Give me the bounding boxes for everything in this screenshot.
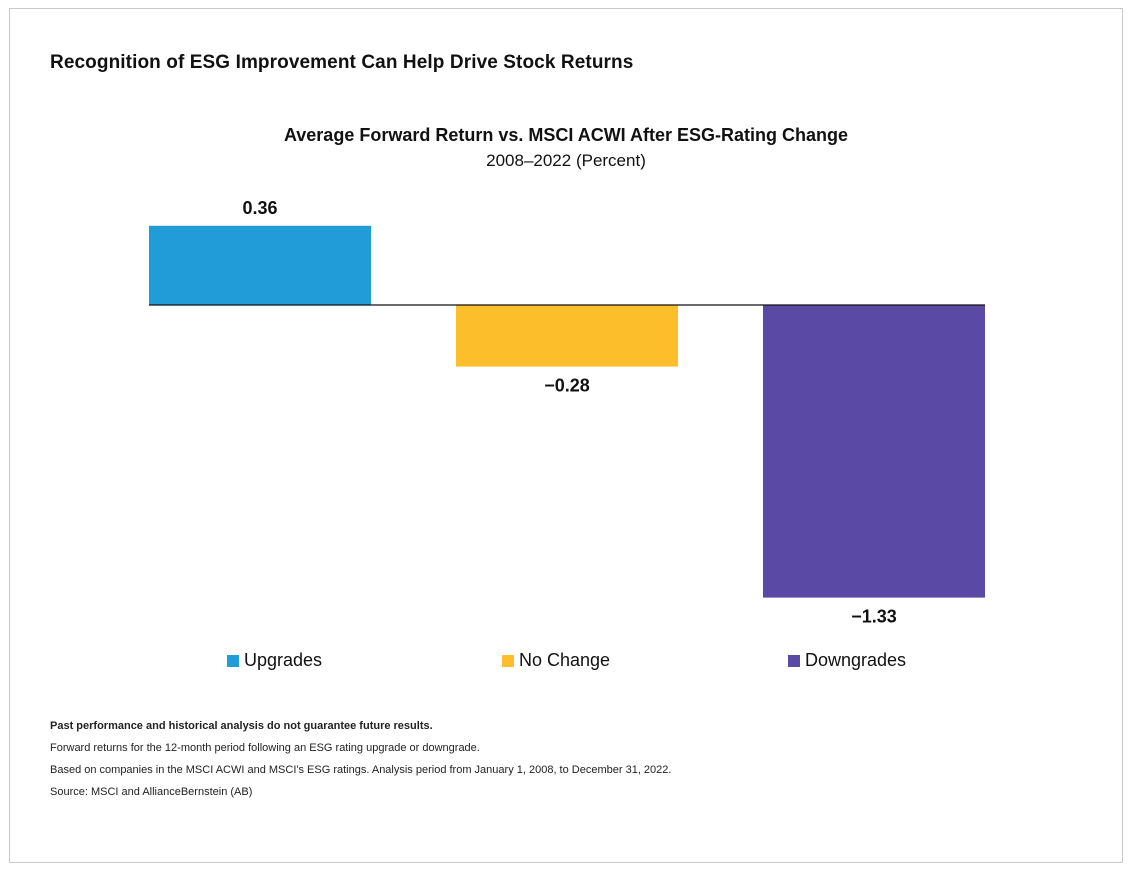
chart-legend: Upgrades No Change Downgrades: [0, 650, 1132, 674]
chart-frame: [9, 8, 1123, 863]
legend-label-downgrades: Downgrades: [805, 650, 907, 670]
bar-downgrades: [763, 305, 985, 598]
legend-swatch-no-change: [502, 654, 514, 667]
legend-item-upgrades: Upgrades: [227, 650, 322, 671]
chart-subtitle: 2008–2022 (Percent): [486, 151, 646, 170]
chart-title: Average Forward Return vs. MSCI ACWI Aft…: [283, 125, 849, 145]
source-note: Source: MSCI and AllianceBernstein (AB): [50, 786, 253, 798]
disclaimer-note: Past performance and historical analysis…: [50, 720, 433, 732]
legend-swatch-upgrades: [227, 654, 239, 667]
page-title: Recognition of ESG Improvement Can Help …: [50, 52, 634, 73]
legend-swatch-downgrades: [788, 654, 800, 667]
legend-item-no-change: No Change: [502, 650, 610, 671]
footnote-forward-returns: Forward returns for the 12-month period …: [50, 742, 480, 754]
legend-item-downgrades: Downgrades: [788, 650, 906, 671]
legend-label-no-change: No Change: [519, 650, 611, 670]
bar-upgrades: [149, 225, 371, 305]
legend-label-upgrades: Upgrades: [244, 650, 323, 670]
footnote-analysis-period: Based on companies in the MSCI ACWI and …: [50, 764, 672, 776]
data-label-downgrades: −1.33: [851, 607, 897, 627]
footnotes: Past performance and historical analysis…: [50, 718, 671, 806]
data-label-no-change: −0.28: [544, 376, 590, 396]
data-label-upgrades: 0.36: [242, 198, 277, 218]
bar-no-change: [456, 305, 678, 367]
